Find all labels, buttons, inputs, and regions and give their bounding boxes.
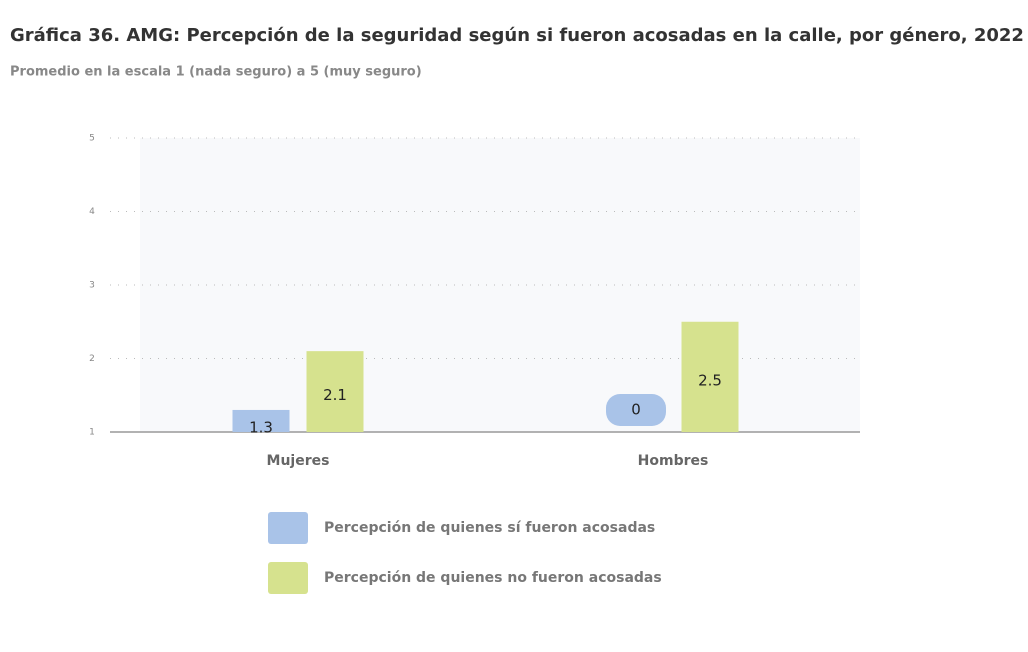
x-tick-label: Mujeres [267, 453, 330, 469]
data-label: 2.1 [323, 386, 347, 404]
x-tick-label: Hombres [638, 453, 709, 469]
data-label: 1.3 [249, 418, 273, 436]
bar [681, 321, 739, 432]
chart-subtitle: Promedio en la escala 1 (nada seguro) a … [10, 65, 422, 80]
bar [232, 409, 290, 432]
chart-title: Gráfica 36. AMG: Percepción de la seguri… [10, 25, 1024, 46]
data-label: 0 [631, 401, 641, 419]
bar [306, 351, 364, 432]
legend-label: Percepción de quienes sí fueron acosadas [324, 520, 655, 536]
y-tick-label: 4 [89, 207, 95, 217]
legend-swatch [268, 512, 308, 544]
bar [606, 394, 666, 426]
y-tick-label: 5 [89, 134, 95, 144]
plot-background [140, 138, 860, 432]
y-tick-label: 2 [89, 354, 95, 364]
legend-swatch [268, 562, 308, 594]
y-tick-label: 1 [89, 428, 95, 438]
legend-label: Percepción de quienes no fueron acosadas [324, 570, 662, 586]
y-tick-label: 3 [89, 281, 95, 291]
data-label: 2.5 [698, 371, 722, 389]
